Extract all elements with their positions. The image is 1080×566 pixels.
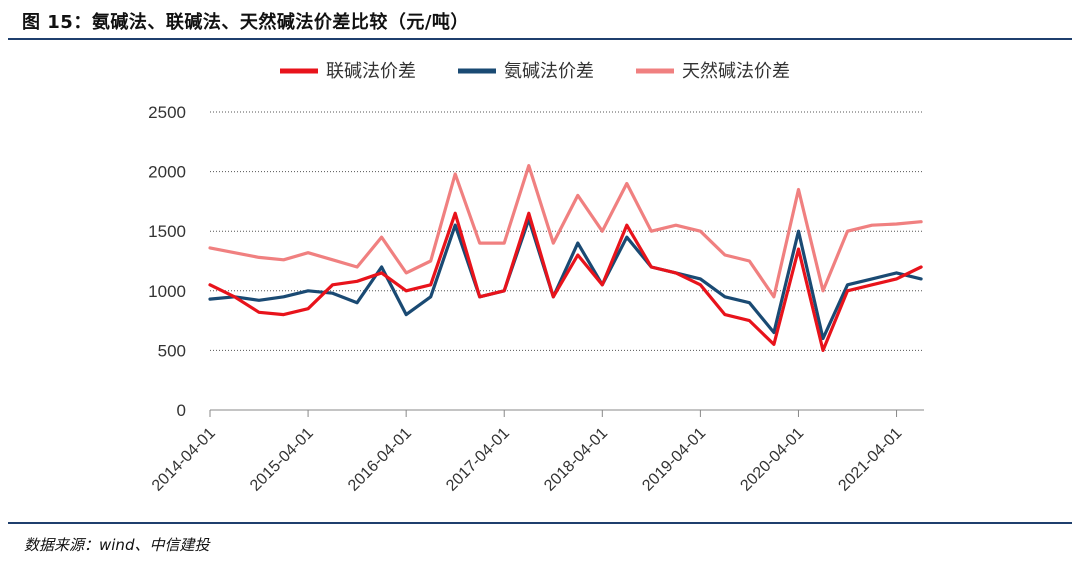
x-tick-label: 2020-04-01 [737,425,807,495]
series-line [208,217,923,341]
y-tick-label: 0 [177,401,186,420]
x-tick-label: 2016-04-01 [345,425,415,495]
series-line [208,211,923,352]
line-chart: 联碱法价差 氨碱法价差 天然碱法价差 05001000150020002500 … [148,61,924,495]
legend-label-tianran: 天然碱法价差 [682,61,790,82]
top-rule [8,38,1072,40]
y-tick-label: 500 [158,341,186,360]
x-axis: 2014-04-01 2015-04-01 2016-04-01 2017-04-01… [149,409,924,495]
series-lines [208,163,923,352]
y-tick-label: 1500 [148,222,186,241]
x-tick-label: 2018-04-01 [541,425,611,495]
gridlines [210,111,924,351]
y-tick-label: 2000 [148,163,186,182]
legend-label-lianjian: 联碱法价差 [326,61,416,82]
x-tick-label: 2017-04-01 [443,425,513,495]
x-tick-label: 2021-04-01 [835,425,905,495]
figure-title: 图 15：氨碱法、联碱法、天然碱法价差比较（元/吨） [22,12,469,33]
legend: 联碱法价差 氨碱法价差 天然碱法价差 [280,61,790,82]
legend-label-anjian: 氨碱法价差 [504,61,594,82]
y-tick-label: 1000 [148,282,186,301]
bottom-rule [8,522,1072,524]
x-tick-label: 2019-04-01 [639,425,709,495]
source-note: 数据来源：wind、中信建投 [24,536,210,554]
x-tick-label: 2014-04-01 [149,425,219,495]
y-axis-ticks: 0 500 1000 1500 2000 2500 [148,103,186,420]
series-line [208,163,923,299]
x-tick-label: 2015-04-01 [247,425,317,495]
y-tick-label: 2500 [148,103,186,122]
